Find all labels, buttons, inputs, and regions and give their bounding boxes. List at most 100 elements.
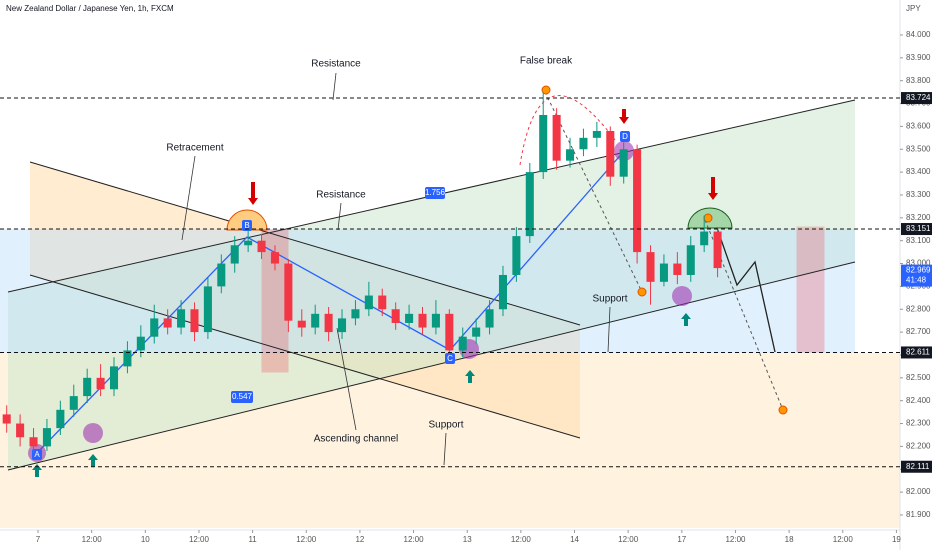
candle-body xyxy=(445,313,454,351)
candle-body xyxy=(633,149,642,253)
point-label: C xyxy=(447,354,453,363)
annotation: Resistance xyxy=(311,59,361,70)
candle-body xyxy=(270,252,279,264)
annotation: Retracement xyxy=(166,143,223,154)
x-tick-label: 12:00 xyxy=(725,535,746,544)
point-labels: A B C D xyxy=(32,131,630,460)
channel-line xyxy=(29,161,581,326)
candle-body xyxy=(203,286,212,333)
y-tick-label: 83.800 xyxy=(906,76,931,85)
y-tick-label: 83.400 xyxy=(906,167,931,176)
x-tick-label: 10 xyxy=(141,535,150,544)
y-tick-label: 83.600 xyxy=(906,122,931,131)
y-tick-label: 82.000 xyxy=(906,487,931,496)
candle-body xyxy=(177,309,186,328)
candle-body xyxy=(16,423,25,438)
x-tick-label: 12:00 xyxy=(189,535,210,544)
x-tick-label: 12:00 xyxy=(82,535,103,544)
candle-body xyxy=(566,149,575,161)
candle-body xyxy=(418,313,427,328)
point-label: B xyxy=(244,221,249,230)
y-tick-label: 83.000 xyxy=(906,259,931,268)
candle-body xyxy=(230,245,239,264)
chart-title: New Zealand Dollar / Japanese Yen, 1h, F… xyxy=(6,4,174,13)
projection xyxy=(544,91,643,293)
y-tick-label: 84.000 xyxy=(906,30,931,39)
candle-body xyxy=(391,309,400,323)
candle-body xyxy=(42,428,51,447)
x-tick-label: 12:00 xyxy=(296,535,317,544)
up-arrows xyxy=(32,313,691,477)
candle-body xyxy=(485,309,494,328)
down-arrows xyxy=(248,109,718,205)
y-tick-label: 83.900 xyxy=(906,53,931,62)
candle-body xyxy=(217,263,226,287)
y-tick-label: 83.300 xyxy=(906,190,931,199)
candle-body xyxy=(2,414,11,424)
candle-body xyxy=(56,409,65,429)
annotation: Ascending channel xyxy=(314,434,399,445)
y-tick-label: 82.400 xyxy=(906,396,931,405)
price-label: 83.151 xyxy=(906,224,931,233)
candle-body xyxy=(109,366,119,390)
candle-body xyxy=(472,327,481,337)
range-band xyxy=(0,229,855,353)
x-tick-label: 12:00 xyxy=(511,535,532,544)
zone xyxy=(796,226,825,353)
drawings xyxy=(0,72,900,528)
projection xyxy=(704,219,784,411)
measure-badge xyxy=(231,391,253,403)
candle-body xyxy=(525,172,534,237)
price-badge xyxy=(901,92,932,105)
x-tick-label: 12:00 xyxy=(833,535,854,544)
y-tick-label: 82.800 xyxy=(906,304,931,313)
candle-body xyxy=(606,130,615,177)
annotation: Resistance xyxy=(316,190,366,201)
candle-body xyxy=(123,350,132,367)
x-tick-label: 18 xyxy=(785,535,794,544)
candle-body xyxy=(498,274,508,310)
measure-badge xyxy=(425,187,445,199)
candle-body xyxy=(83,377,92,397)
candle-body xyxy=(378,295,387,310)
candle-body xyxy=(579,137,588,150)
measure: 1.756 xyxy=(425,188,446,197)
x-tick-label: 7 xyxy=(36,535,41,544)
y-tick-label: 82.700 xyxy=(906,327,931,336)
candle-body xyxy=(552,114,561,161)
candle-body xyxy=(163,318,172,328)
candle-body xyxy=(69,396,78,410)
x-tick-label: 19 xyxy=(892,535,901,544)
last-price-badge xyxy=(901,264,932,287)
countdown: 41:48 xyxy=(906,276,927,285)
point-label: D xyxy=(622,132,628,141)
y-tick-label: 81.900 xyxy=(906,510,931,519)
price-label: 82.611 xyxy=(906,348,930,357)
candle-body xyxy=(297,320,306,328)
price-badge xyxy=(901,460,932,473)
candle-body xyxy=(257,240,266,253)
candle-body xyxy=(244,240,253,246)
candle-body xyxy=(405,313,414,323)
price-label: 83.724 xyxy=(906,93,931,102)
x-tick-label: 17 xyxy=(677,535,686,544)
candle-body xyxy=(29,437,38,447)
x-tick-label: 12 xyxy=(355,535,364,544)
x-tick-label: 12:00 xyxy=(618,535,639,544)
ascending-channel xyxy=(8,100,855,470)
y-tick-label: 83.500 xyxy=(906,144,931,153)
projection-path xyxy=(716,227,776,353)
candle-body xyxy=(284,263,293,321)
measure: 0.547 xyxy=(232,392,253,401)
y-tick-label: 83.200 xyxy=(906,213,931,222)
candle-body xyxy=(592,130,601,138)
false-break-arc xyxy=(519,95,616,166)
candle-body xyxy=(96,377,105,390)
candle-body xyxy=(619,149,628,177)
y-tick-label: 82.200 xyxy=(906,442,931,451)
annotations: Resistance False break Retracement Resis… xyxy=(32,56,630,460)
candle-body xyxy=(686,245,695,275)
candle-body xyxy=(338,318,347,333)
candle-body xyxy=(431,313,440,328)
